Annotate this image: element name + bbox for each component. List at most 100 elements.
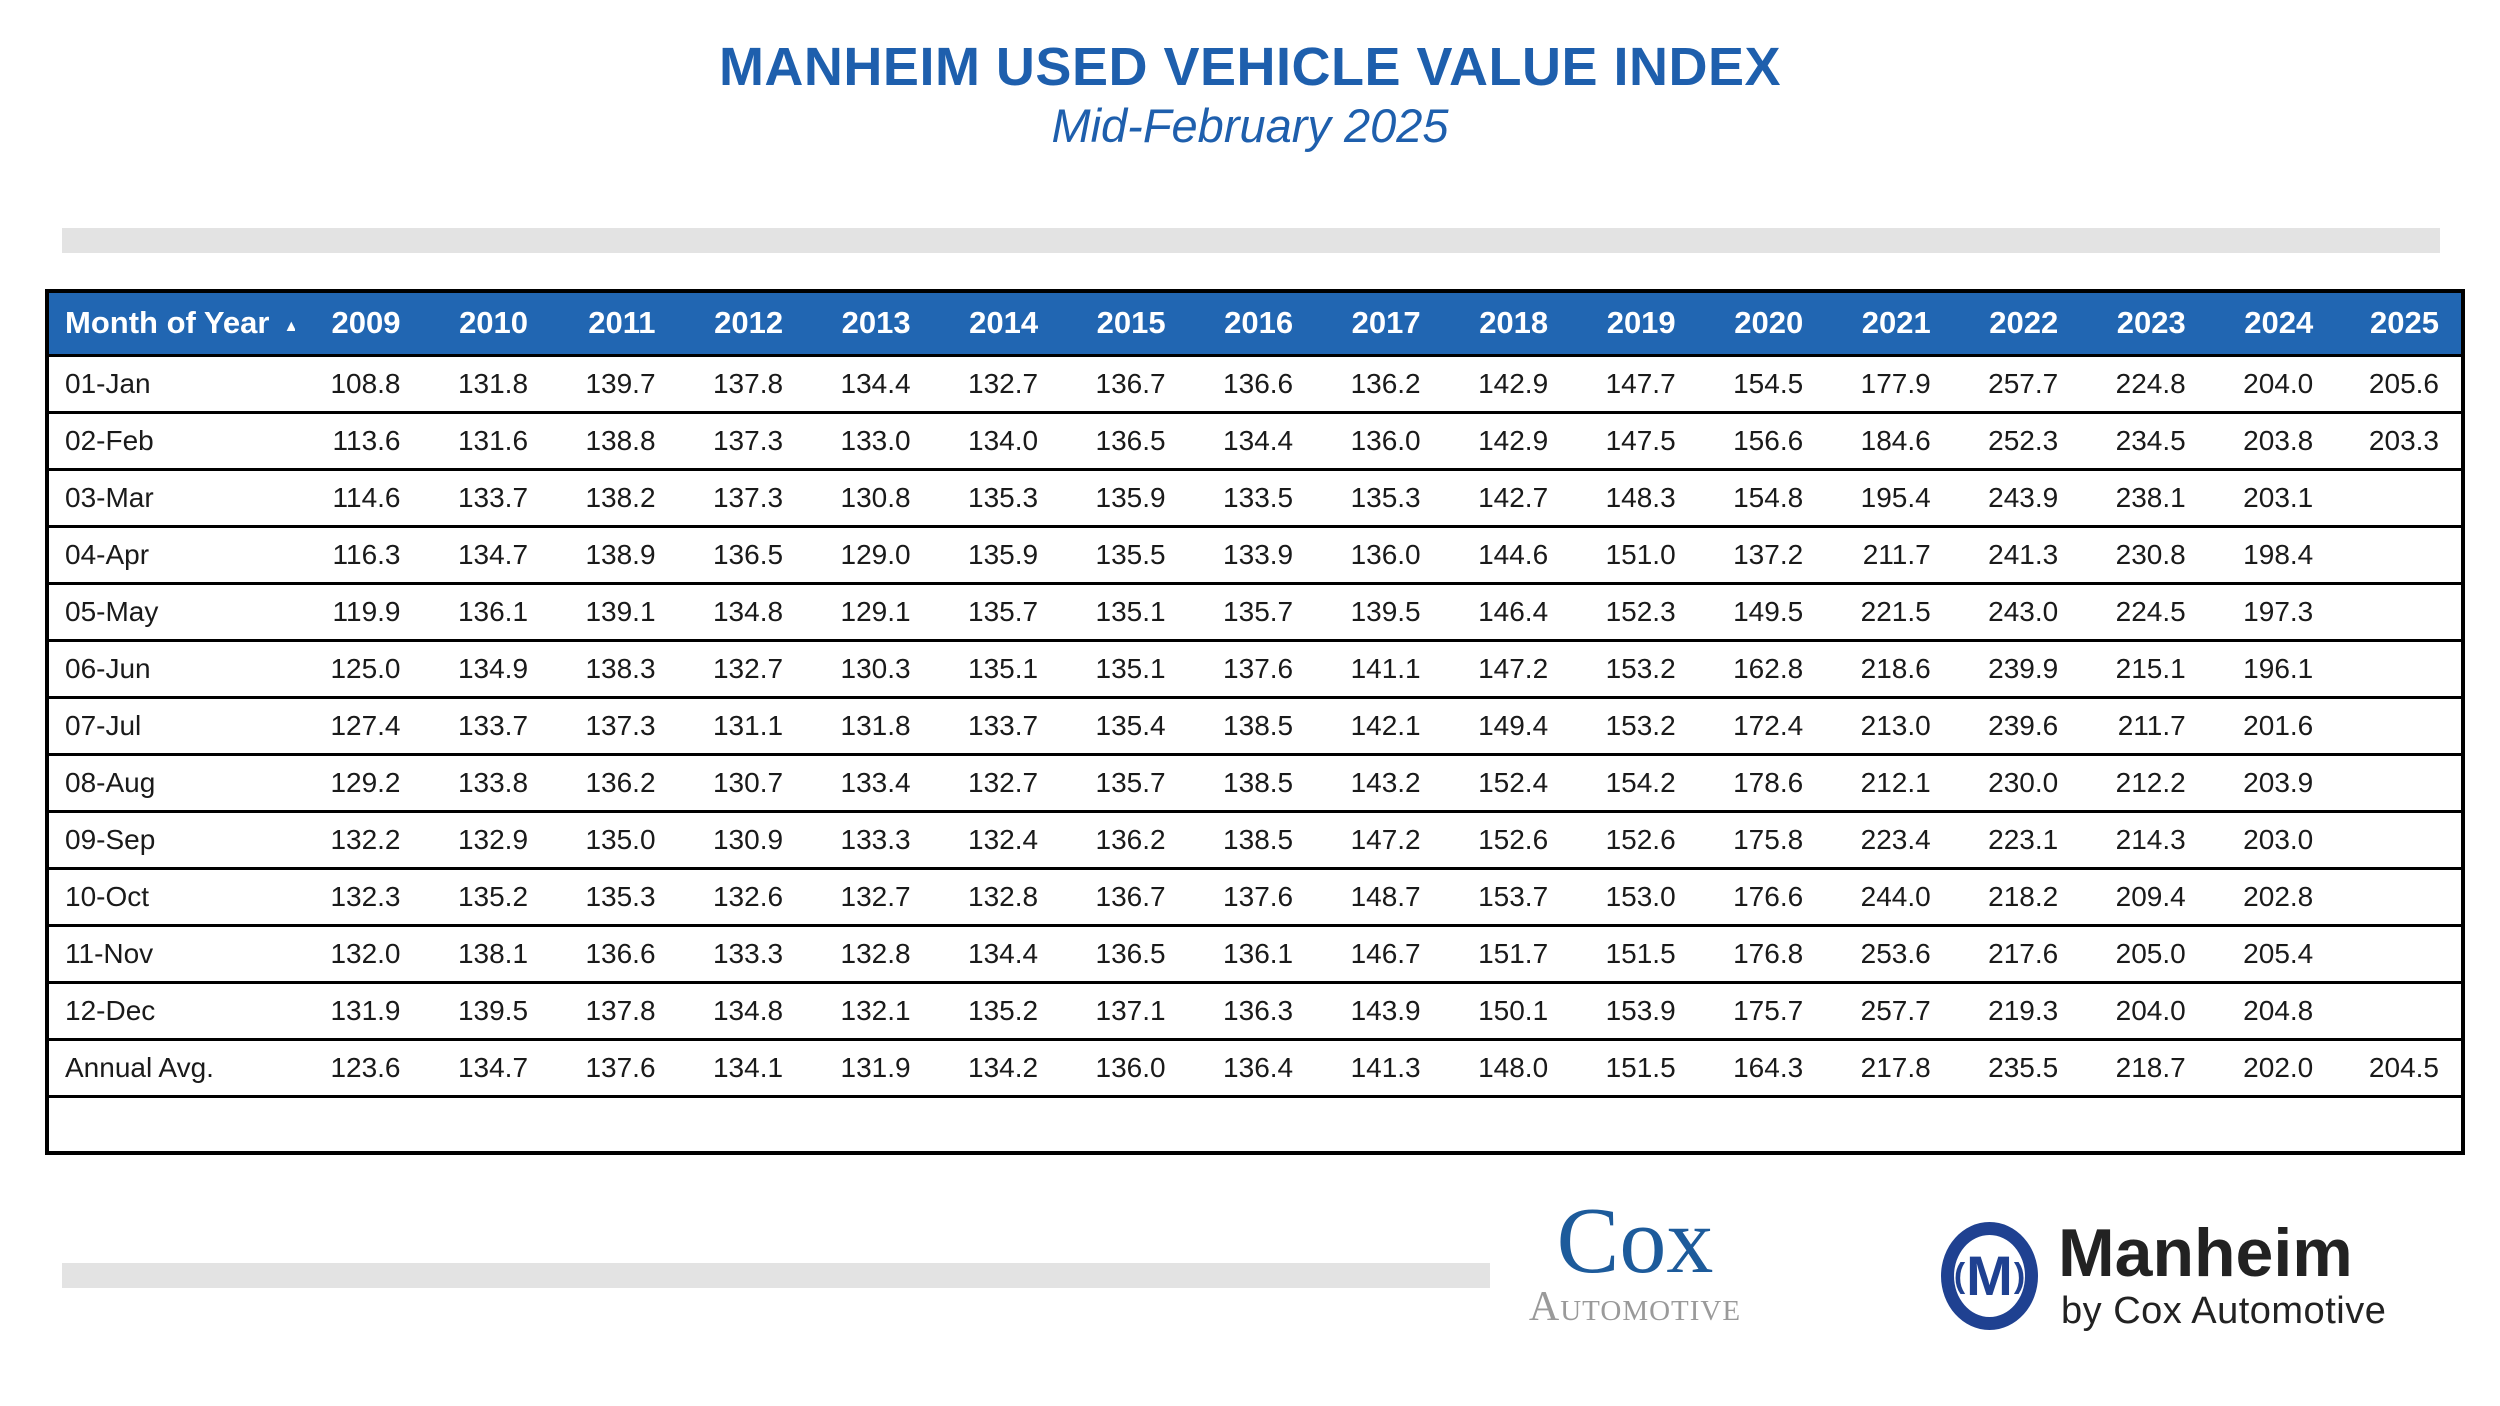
table-row: 12-Dec 131.9 139.5 137.8 134.8 132.1 135.2 137.…	[47, 982, 2463, 1041]
cell-2015: 135.7	[1060, 754, 1188, 813]
cell-2018: 152.4	[1442, 754, 1571, 813]
manheim-m-badge-icon: ( M )	[1941, 1222, 2038, 1330]
column-header-2024[interactable]: 2024	[2207, 291, 2336, 357]
cell-2025	[2335, 526, 2463, 585]
cell-2010: 131.8	[422, 355, 551, 414]
row-label: 08-Aug	[47, 754, 295, 813]
month-of-year-label: Month of Year	[65, 305, 270, 341]
column-header-2025[interactable]: 2025	[2335, 291, 2463, 357]
cell-2022: 243.0	[1952, 583, 2081, 642]
cell-2017: 148.7	[1315, 868, 1443, 927]
cell-2023: 238.1	[2080, 469, 2208, 528]
cell-2015: 135.4	[1060, 697, 1188, 756]
cell-2014: 132.4	[932, 811, 1061, 870]
cox-automotive-logo: Cox Automotive	[1528, 1194, 1742, 1329]
cell-2015: 136.5	[1060, 925, 1188, 984]
cell-2015: 136.5	[1060, 412, 1188, 471]
cell-2016: 134.4	[1187, 412, 1316, 471]
row-label: 10-Oct	[47, 868, 295, 927]
cell-2009: 132.0	[295, 925, 423, 984]
cell-2021: 223.4	[1825, 811, 1953, 870]
cell-2009: 127.4	[295, 697, 423, 756]
cell-2020: 176.6	[1697, 868, 1826, 927]
column-header-2015[interactable]: 2015	[1060, 291, 1188, 357]
row-label: 07-Jul	[47, 697, 295, 756]
cell-2018: 142.9	[1442, 355, 1571, 414]
cell-2023: 224.8	[2080, 355, 2208, 414]
column-header-2021[interactable]: 2021	[1825, 291, 1953, 357]
cell-2011: 137.3	[550, 697, 678, 756]
cell-2022: 257.7	[1952, 355, 2081, 414]
cell-2013: 132.7	[805, 868, 933, 927]
column-header-2020[interactable]: 2020	[1697, 291, 1826, 357]
cell-2020: 137.2	[1697, 526, 1826, 585]
cell-2011: 137.6	[550, 1039, 678, 1098]
cell-2024: 203.0	[2207, 811, 2336, 870]
column-header-2010[interactable]: 2010	[422, 291, 551, 357]
cell-2023: 230.8	[2080, 526, 2208, 585]
cell-2020: 149.5	[1697, 583, 1826, 642]
cell-2013: 133.0	[805, 412, 933, 471]
cell-2022: 241.3	[1952, 526, 2081, 585]
cell-2020: 164.3	[1697, 1039, 1826, 1098]
cell-2021: 184.6	[1825, 412, 1953, 471]
column-header-2016[interactable]: 2016	[1187, 291, 1316, 357]
cell-2017: 141.1	[1315, 640, 1443, 699]
column-header-2019[interactable]: 2019	[1570, 291, 1698, 357]
table-row: 04-Apr 116.3 134.7 138.9 136.5 129.0 135.9 135.…	[47, 526, 2463, 585]
cell-2014: 135.2	[932, 982, 1061, 1041]
cell-2021: 211.7	[1825, 526, 1953, 585]
cell-2009: 116.3	[295, 526, 423, 585]
cell-2018: 152.6	[1442, 811, 1571, 870]
column-header-2011[interactable]: 2011	[550, 291, 678, 357]
cell-2025	[2335, 469, 2463, 528]
column-header-2017[interactable]: 2017	[1315, 291, 1443, 357]
cell-2010: 132.9	[422, 811, 551, 870]
column-header-month[interactable]: Month of Year ▲	[47, 291, 295, 357]
table-header-row: Month of Year▲ 2009201020112012201320142…	[47, 291, 2463, 357]
cell-2021: 244.0	[1825, 868, 1953, 927]
column-header-2013[interactable]: 2013	[805, 291, 933, 357]
column-header-2012[interactable]: 2012	[677, 291, 806, 357]
cell-2009: 132.3	[295, 868, 423, 927]
cell-2019: 153.9	[1570, 982, 1698, 1041]
table-row: 06-Jun 125.0 134.9 138.3 132.7 130.3 135.1 135.…	[47, 640, 2463, 699]
cell-2024: 198.4	[2207, 526, 2336, 585]
cell-2015: 136.7	[1060, 355, 1188, 414]
column-header-2022[interactable]: 2022	[1952, 291, 2081, 357]
cell-2011: 135.3	[550, 868, 678, 927]
table-row: 01-Jan 108.8 131.8 139.7 137.8 134.4 132.7 136.…	[47, 355, 2463, 414]
cell-2020: 154.5	[1697, 355, 1826, 414]
cell-2025	[2335, 925, 2463, 984]
cell-2022: 217.6	[1952, 925, 2081, 984]
cell-2016: 133.9	[1187, 526, 1316, 585]
cell-2024: 203.8	[2207, 412, 2336, 471]
cell-2009: 125.0	[295, 640, 423, 699]
cell-2018: 149.4	[1442, 697, 1571, 756]
cell-2014: 132.8	[932, 868, 1061, 927]
cell-2015: 136.2	[1060, 811, 1188, 870]
row-label: 06-Jun	[47, 640, 295, 699]
cell-2019: 148.3	[1570, 469, 1698, 528]
cell-2017: 142.1	[1315, 697, 1443, 756]
cell-2019: 147.7	[1570, 355, 1698, 414]
cell-2012: 131.1	[677, 697, 806, 756]
column-header-2023[interactable]: 2023	[2080, 291, 2208, 357]
column-header-2014[interactable]: 2014	[932, 291, 1061, 357]
cell-2016: 136.4	[1187, 1039, 1316, 1098]
cell-2024: 204.8	[2207, 982, 2336, 1041]
cell-2011: 135.0	[550, 811, 678, 870]
cell-2011: 139.1	[550, 583, 678, 642]
column-header-2018[interactable]: 2018	[1442, 291, 1571, 357]
row-label: 04-Apr	[47, 526, 295, 585]
cell-2021: 195.4	[1825, 469, 1953, 528]
manheim-tagline: by Cox Automotive	[2061, 1290, 2387, 1332]
cell-2025: 203.3	[2335, 412, 2463, 471]
cell-2012: 137.8	[677, 355, 806, 414]
cell-2013: 134.4	[805, 355, 933, 414]
cell-2021: 257.7	[1825, 982, 1953, 1041]
cell-2011: 137.8	[550, 982, 678, 1041]
cell-2014: 135.7	[932, 583, 1061, 642]
column-header-2009[interactable]: 2009	[295, 291, 423, 357]
cell-2010: 136.1	[422, 583, 551, 642]
